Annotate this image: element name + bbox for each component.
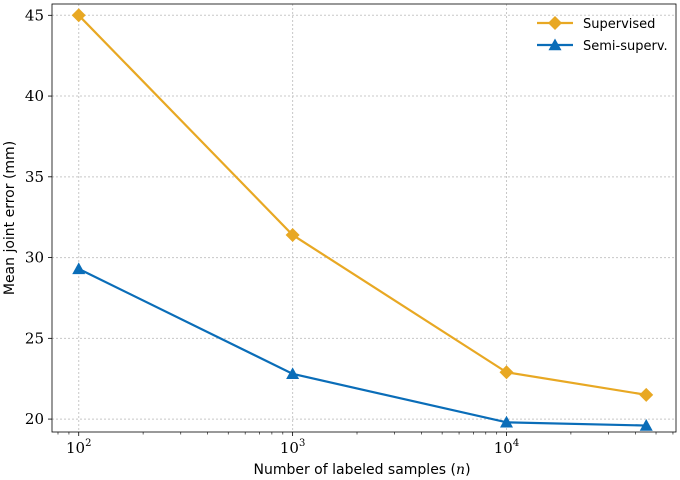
x-axis-label: Number of labeled samples (n) (253, 462, 470, 478)
legend-swatch-marker (548, 38, 562, 51)
data-point (285, 227, 300, 242)
legend-swatch-marker (548, 16, 562, 30)
x-axis-label-text: Number of labeled samples ( (253, 462, 456, 478)
series-semi-supervised (72, 262, 653, 431)
series-line (78, 267, 647, 427)
y-tick-label: 25 (25, 329, 44, 347)
data-point (499, 365, 514, 380)
x-tick-label: 103 (280, 438, 305, 457)
y-tick-label: 35 (25, 168, 44, 186)
data-point (72, 262, 86, 275)
series-supervised (71, 8, 654, 402)
series-group (71, 8, 654, 431)
x-axis-label-variable: n (456, 462, 465, 478)
axis-ticks: 20 25 30 35 40 45 102 103 104 (25, 6, 674, 457)
data-point (639, 419, 653, 431)
y-tick-label: 20 (25, 410, 44, 428)
x-tick-label: 102 (66, 438, 91, 457)
x-axis-label-close: ) (465, 462, 470, 478)
legend-label: Semi-superv. (583, 39, 668, 54)
y-axis-label: Mean joint error (mm) (2, 141, 18, 295)
series-line (77, 14, 647, 396)
data-point (639, 387, 654, 402)
y-tick-label: 30 (25, 249, 44, 267)
y-tick-label: 40 (25, 87, 44, 105)
legend: Supervised Semi-superv. (537, 16, 668, 54)
plot-frame (51, 3, 677, 433)
data-point (286, 367, 300, 380)
data-point (71, 8, 86, 23)
x-tick-label: 104 (494, 438, 519, 457)
grid-lines (52, 4, 676, 432)
data-point (500, 415, 514, 428)
y-tick-label: 45 (25, 6, 44, 24)
legend-label: Supervised (583, 17, 655, 32)
